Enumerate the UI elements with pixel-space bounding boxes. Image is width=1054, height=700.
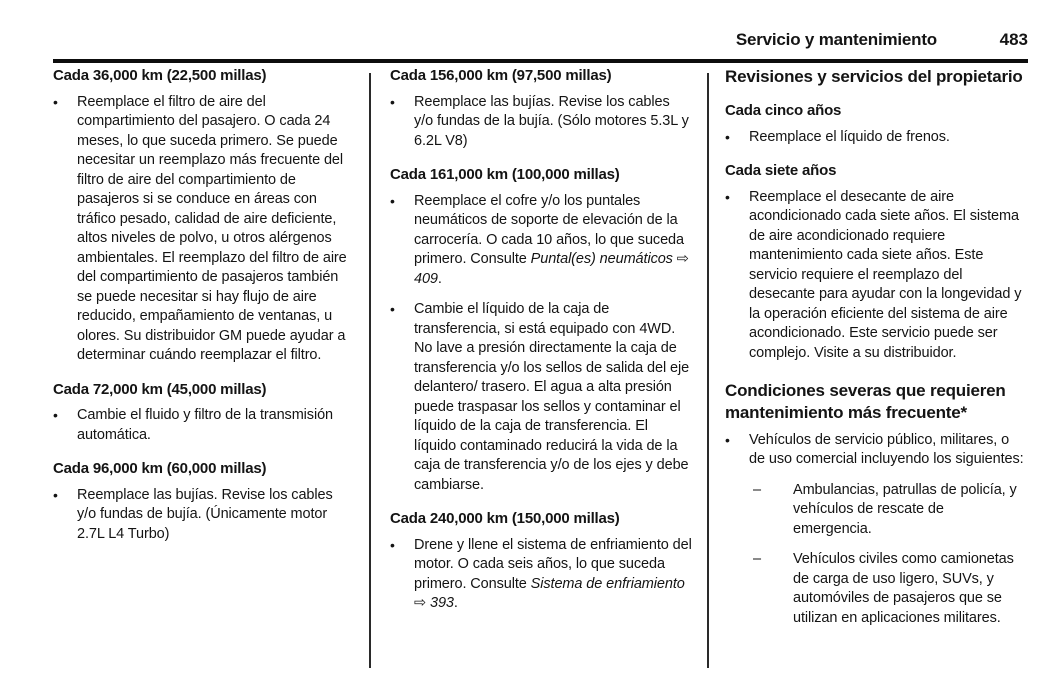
list-item-text: Reemplace las bujías. Revise los cables … [77, 486, 355, 545]
cross-reference-text: 393 [429, 595, 454, 611]
sub-list-item: – Ambulancias, patrullas de policía, y ve… [753, 481, 1025, 540]
body-text: . [453, 595, 458, 611]
column-left: Cada 36,000 km (22,500 millas) • Reemplace… [53, 66, 355, 555]
list-item: • Reemplace el desecante de aire acondici… [725, 188, 1025, 364]
column-divider [369, 73, 371, 668]
list-item-text: Cambie el fluido y filtro de la transmis… [77, 406, 355, 445]
interval-heading: Cada 96,000 km (60,000 millas) [53, 460, 267, 477]
list-item: • Reemplace el filtro de aire del compart… [53, 93, 355, 366]
list-item-text: Reemplace el líquido de frenos. [749, 128, 1025, 148]
list-item: • Reemplace las bujías. Revise los cables… [390, 93, 692, 152]
list-item: • Cambie el líquido de la caja de transfe… [390, 300, 692, 495]
bullet-icon: • [725, 128, 730, 145]
column-middle: Cada 156,000 km (97,500 millas) • Reemplac… [390, 66, 692, 625]
body-text: Reemplace el desecante de aire acondicio… [749, 188, 1022, 361]
body-text: ⇨ [672, 251, 689, 267]
list-item-text: Reemplace las bujías. Revise los cables … [414, 93, 692, 152]
interval-heading: Cada 240,000 km (150,000 millas) [390, 510, 620, 527]
list-item-text: Vehículos civiles como camionetas de car… [793, 550, 1025, 628]
body-text: Cambie el fluido y filtro de la transmis… [77, 407, 334, 443]
list-item-text: Reemplace el desecante de aire acondicio… [749, 188, 1025, 364]
bullet-icon: • [53, 486, 58, 503]
body-text: Ambulancias, patrullas de policía, y veh… [793, 481, 1017, 537]
body-text: ⇨ [414, 595, 430, 611]
page-number: 483 [999, 30, 1028, 49]
cross-reference-text: Sistema de enfriamiento [530, 575, 685, 592]
list-item: • Vehículos de servicio público, militare… [725, 431, 1025, 470]
body-text: Reemplace las bujías. Revise los cables … [77, 486, 333, 542]
bullet-icon: • [390, 192, 395, 209]
section-heading: Revisiones y servicios del propietario [725, 67, 1023, 86]
interval-heading: Cada 161,000 km (100,000 millas) [390, 166, 620, 183]
list-item-text: Vehículos de servicio público, militares… [749, 431, 1025, 470]
column-divider [707, 73, 709, 668]
list-item-text: Reemplace el cofre y/o los puntales neum… [414, 192, 692, 290]
sub-list-item: – Vehículos civiles como camionetas de ca… [753, 550, 1025, 628]
bullet-icon: • [390, 93, 395, 110]
interval-heading: Cada 36,000 km (22,500 millas) [53, 67, 267, 84]
header-rule [53, 59, 1028, 63]
body-text: . [437, 270, 442, 287]
body-text: Vehículos civiles como camionetas de car… [793, 551, 1014, 626]
list-item-text: Ambulancias, patrullas de policía, y veh… [793, 481, 1025, 540]
page-title: Servicio y mantenimiento [735, 30, 937, 49]
cross-reference-text: 409 [414, 270, 438, 287]
dash-icon: – [753, 551, 761, 568]
bullet-icon: • [725, 431, 730, 448]
interval-heading: Cada siete años [725, 162, 837, 180]
list-item: • Cambie el fluido y filtro de la transmi… [53, 406, 355, 445]
body-text: Reemplace el líquido de frenos. [749, 128, 950, 145]
body-text: Reemplace las bujías. Revise los cables … [414, 93, 689, 149]
list-item-text: Cambie el líquido de la caja de transfer… [414, 300, 692, 495]
body-text: Reemplace el filtro de aire del comparti… [77, 93, 347, 364]
section-heading: Condiciones severas que requieren manten… [725, 381, 1006, 422]
column-right: Revisiones y servicios del propietario Ca… [725, 66, 1025, 639]
dash-icon: – [753, 481, 761, 498]
body-text: Drene y llene el sistema de enfriamiento… [414, 536, 692, 592]
bullet-icon: • [53, 93, 58, 110]
list-item: • Reemplace el líquido de frenos. [725, 128, 1025, 148]
interval-heading: Cada 156,000 km (97,500 millas) [390, 67, 612, 84]
list-item: • Drene y llene el sistema de enfriamient… [390, 536, 692, 614]
body-text: Vehículos de servicio público, militares… [749, 431, 1024, 468]
body-text: Cambie el líquido de la caja de transfer… [414, 301, 690, 493]
list-item-text: Reemplace el filtro de aire del comparti… [77, 93, 355, 366]
bullet-icon: • [390, 536, 395, 553]
interval-heading: Cada 72,000 km (45,000 millas) [53, 380, 267, 398]
list-item: • Reemplace el cofre y/o los puntales neu… [390, 192, 692, 290]
list-item-text: Drene y llene el sistema de enfriamiento… [414, 536, 692, 614]
list-item: • Reemplace las bujías. Revise los cables… [53, 486, 355, 545]
cross-reference-text: Puntal(es) neumáticos [530, 251, 673, 267]
body-text: Reemplace el cofre y/o los puntales neum… [414, 192, 684, 268]
interval-heading: Cada cinco años [725, 102, 842, 120]
bullet-icon: • [725, 188, 730, 205]
bullet-icon: • [53, 407, 58, 423]
bullet-icon: • [390, 301, 395, 317]
